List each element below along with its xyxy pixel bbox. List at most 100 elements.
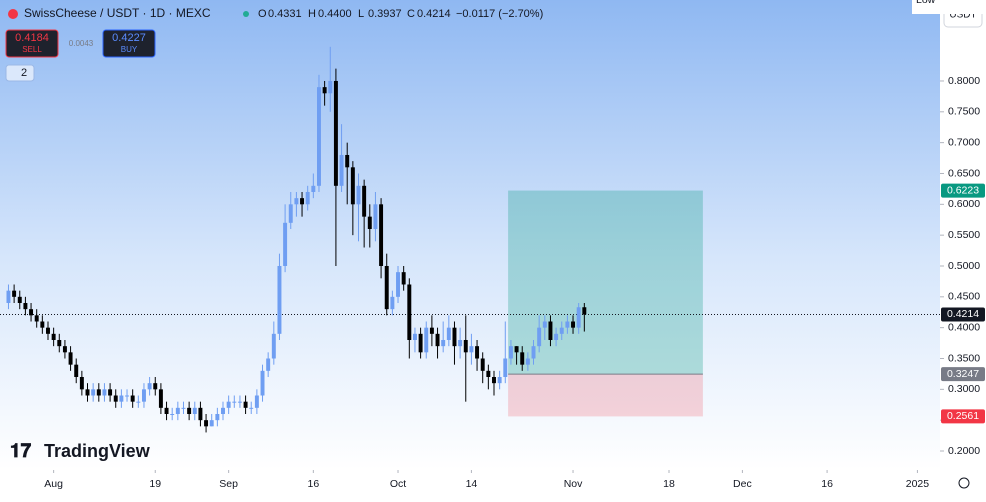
candle-body: [68, 352, 73, 365]
x-tick-label: Aug: [44, 478, 63, 490]
candle-body: [91, 389, 96, 396]
candle-body: [435, 333, 440, 347]
last-price-label: 0.4214: [947, 308, 979, 320]
candle-body: [57, 339, 62, 347]
candle-body: [209, 420, 214, 427]
y-tick-label: 0.4000: [948, 321, 980, 333]
currency-label: USDT: [949, 10, 976, 21]
sell-price: 0.4184: [15, 32, 49, 44]
x-tick-label: Oct: [390, 478, 406, 490]
settings-icon[interactable]: [958, 477, 970, 489]
candle-body: [458, 339, 463, 347]
candle-body: [475, 346, 480, 359]
c-value: 0.4214: [417, 8, 451, 20]
candle-body: [85, 389, 90, 396]
candle-body: [46, 327, 50, 334]
x-tick-label: 16: [307, 478, 319, 490]
h-value: 0.4400: [318, 8, 352, 20]
symbol-title: SwissCheese / USDT · 1D · MEXC: [24, 6, 211, 20]
candle-body: [424, 327, 429, 353]
candle-body: [232, 401, 237, 403]
candle-body: [503, 358, 508, 377]
candle-body: [328, 80, 333, 94]
candle-body: [271, 333, 276, 359]
candle-body: [74, 364, 79, 377]
candle-body: [554, 333, 559, 340]
candle-body: [113, 395, 118, 402]
y-tick-label: 0.5500: [948, 229, 980, 241]
indicators-toggle[interactable]: [5, 64, 35, 82]
candle-body: [136, 401, 141, 403]
candle-body: [187, 407, 192, 415]
candle-body: [345, 154, 350, 168]
candle-body: [520, 352, 525, 365]
y-tick-label: 0.4500: [948, 291, 980, 303]
x-tick-label: Sep: [219, 478, 238, 490]
candle-body: [396, 272, 400, 297]
y-tick-label: 0.7500: [948, 106, 980, 118]
stop-label: 0.2561: [947, 410, 979, 422]
y-tick-label: 0.3000: [948, 383, 980, 395]
h-key: H: [308, 8, 316, 20]
candle-body: [311, 185, 316, 192]
candle-body: [277, 265, 282, 334]
candle-body: [79, 376, 84, 390]
candle-body: [379, 204, 384, 266]
market-status: [243, 11, 249, 17]
candle-body: [294, 198, 299, 205]
candle-body: [339, 154, 344, 186]
x-tick-label: 16: [821, 478, 833, 490]
candle-body: [198, 407, 203, 421]
candle-body: [492, 376, 496, 384]
candle-body: [29, 309, 34, 316]
candle-body: [125, 395, 130, 397]
candle-body: [108, 389, 113, 396]
buy-price: 0.4227: [112, 32, 146, 44]
spread: 0.0043: [69, 39, 94, 48]
candle-body: [243, 401, 248, 408]
candle-body: [322, 87, 327, 94]
candle-body: [12, 290, 17, 297]
candle-body: [401, 272, 406, 285]
y-tick-label: 0.6000: [948, 198, 980, 210]
o-value: 0.4331: [268, 8, 302, 20]
candle-body: [215, 414, 220, 421]
candle-body: [204, 420, 209, 427]
candle-body: [130, 395, 135, 402]
y-tick-label: 0.8000: [948, 75, 980, 87]
buy-button[interactable]: [102, 29, 156, 58]
candle-body: [147, 383, 152, 390]
candle-body: [429, 327, 434, 334]
candle-body: [305, 191, 310, 205]
x-tick-label: Nov: [564, 478, 583, 490]
indicators-count: 2: [21, 67, 27, 79]
candle-body: [565, 321, 570, 328]
plot-background: [0, 0, 940, 470]
candle-body: [164, 407, 169, 415]
candle-body: [463, 339, 468, 353]
sell-button[interactable]: [5, 29, 59, 58]
x-tick-label: Dec: [733, 478, 752, 490]
candle-body: [300, 198, 305, 205]
candle-body: [226, 401, 231, 408]
candle-body: [571, 321, 576, 328]
candle-body: [17, 296, 22, 303]
c-key: C: [407, 8, 415, 20]
candle-body: [249, 407, 254, 409]
candle-body: [153, 383, 158, 390]
candle-body: [141, 389, 146, 402]
candle-body: [542, 321, 547, 328]
l-value: 0.3937: [368, 8, 402, 20]
candle-body: [283, 222, 288, 266]
buy-label: BUY: [121, 45, 138, 54]
candle-body: [333, 80, 338, 186]
candle-body: [260, 370, 265, 396]
series-layer: [0, 46, 940, 433]
y-tick-label: 0.5000: [948, 260, 980, 272]
candle-body: [384, 265, 389, 310]
candle-body: [418, 333, 423, 353]
candle-body: [266, 358, 271, 371]
last-price-badge: [941, 307, 985, 322]
